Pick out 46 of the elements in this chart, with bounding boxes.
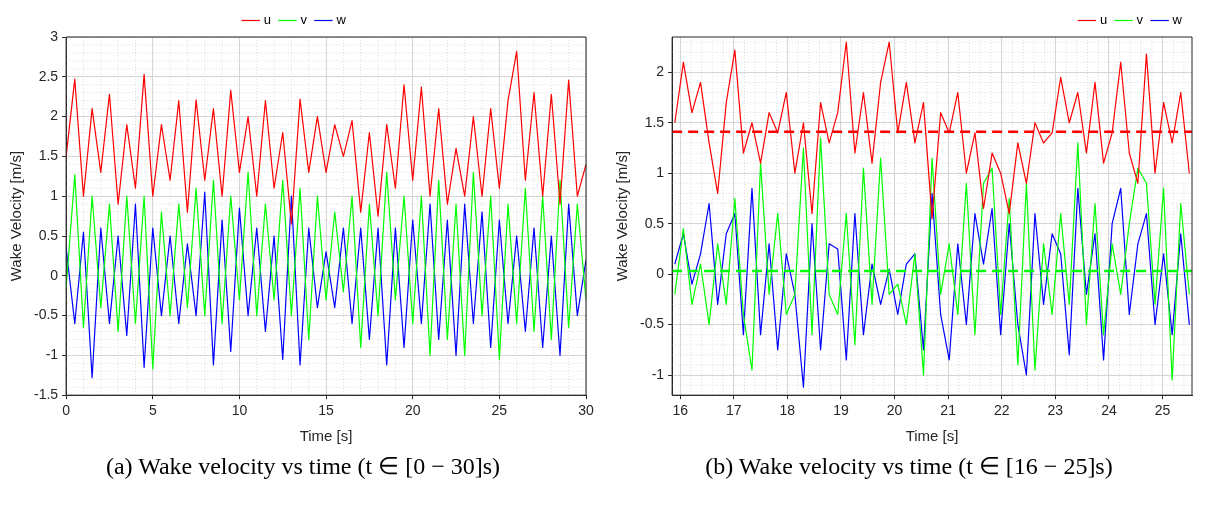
x-tick-label: 25 <box>491 402 508 419</box>
text: (b) Wake velocity vs time (t ∈ [16 − 25]s) <box>704 452 1114 480</box>
x-tick-label: 5 <box>148 402 157 419</box>
legend-label: u <box>263 12 271 28</box>
x-axis-title: Time [s] <box>299 427 353 445</box>
x-tick-label: 30 <box>578 402 594 419</box>
x-tick-label: 17 <box>725 402 742 419</box>
y-tick-label: 0 <box>656 264 665 281</box>
x-tick-label: 20 <box>404 402 421 419</box>
y-tick-label: -0.5 <box>640 315 665 332</box>
x-tick-label: 15 <box>318 402 335 419</box>
x-tick-label: 22 <box>993 402 1010 419</box>
y-tick-label: -1 <box>45 346 59 363</box>
text: (a) Wake velocity vs time (t ∈ [0 − 30]s) <box>104 452 502 480</box>
y-axis-title: Wake Velocity [m/s] <box>613 150 631 282</box>
x-tick-label: 25 <box>1154 402 1171 419</box>
x-tick-label: 21 <box>940 402 957 419</box>
x-tick-label: 19 <box>833 402 849 419</box>
x-tick-label: 10 <box>231 402 248 419</box>
x-tick-label: 18 <box>779 402 796 419</box>
x-tick-label: 20 <box>886 402 903 419</box>
y-tick-label: 3 <box>50 27 59 44</box>
y-tick-label: 1.5 <box>644 113 665 130</box>
legend-label: v <box>1136 12 1144 28</box>
y-tick-label: 0 <box>50 266 59 283</box>
legend-label: w <box>1171 12 1183 28</box>
y-tick-label: 1.5 <box>38 147 59 164</box>
x-axis-title: Time [s] <box>905 427 959 445</box>
x-tick-label: 24 <box>1101 402 1117 419</box>
x-tick-label: 0 <box>62 402 71 419</box>
legend-label: v <box>300 12 308 28</box>
legend-label: w <box>335 12 347 28</box>
y-tick-label: 2 <box>50 107 59 124</box>
y-tick-label: 0.5 <box>38 226 59 243</box>
y-tick-label: 1 <box>50 187 59 204</box>
y-tick-label: -1.5 <box>34 386 59 403</box>
y-axis-title: Wake Velocity [m/s] <box>7 150 25 282</box>
x-tick-label: 23 <box>1047 402 1064 419</box>
y-tick-label: 0.5 <box>644 214 665 231</box>
legend-label: u <box>1099 12 1108 28</box>
y-tick-label: -0.5 <box>34 306 59 323</box>
y-tick-label: 2 <box>656 63 665 80</box>
x-tick-label: 16 <box>672 402 689 419</box>
y-tick-label: 2.5 <box>38 67 59 84</box>
y-tick-label: -1 <box>651 365 665 382</box>
y-tick-label: 1 <box>656 164 665 181</box>
